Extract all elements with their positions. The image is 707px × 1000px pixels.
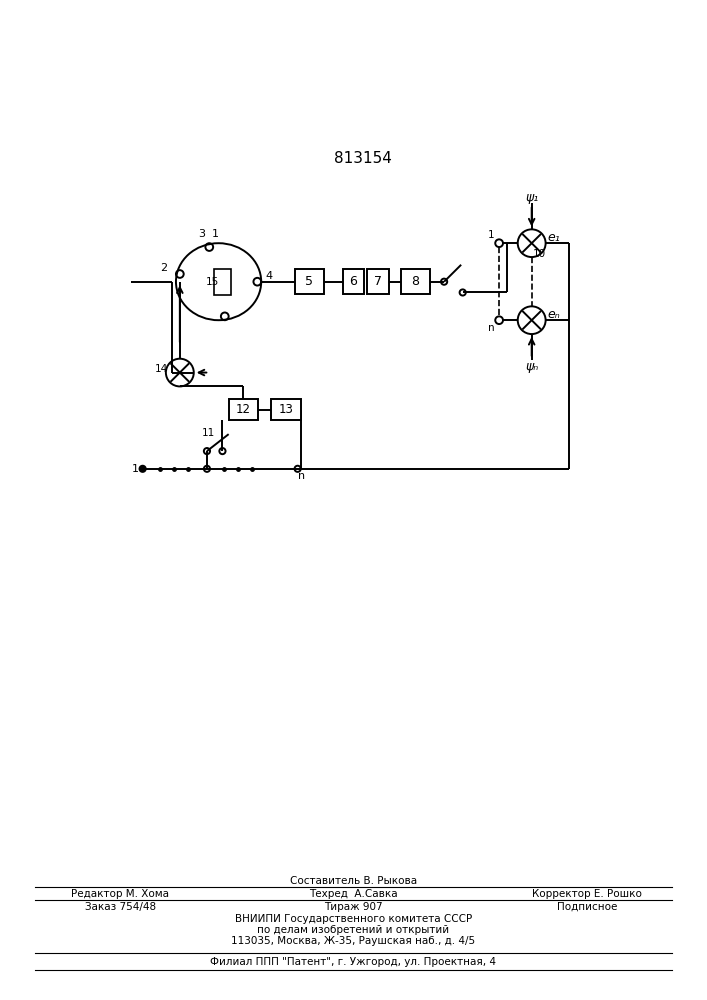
Bar <box>228 399 258 420</box>
Text: ψ₁: ψ₁ <box>526 190 539 204</box>
Text: n: n <box>488 323 495 333</box>
Text: 8: 8 <box>411 275 419 288</box>
Text: Техред  А.Савка: Техред А.Савка <box>309 889 398 899</box>
Text: 13: 13 <box>279 403 293 416</box>
Text: n: n <box>298 471 305 481</box>
Text: ψₙ: ψₙ <box>526 360 539 373</box>
Circle shape <box>139 466 146 472</box>
Text: 2: 2 <box>160 263 167 273</box>
Text: ВНИИПИ Государственного комитета СССР: ВНИИПИ Государственного комитета СССР <box>235 914 472 924</box>
Text: 5: 5 <box>305 275 313 288</box>
Text: 11: 11 <box>202 428 215 438</box>
Text: 813154: 813154 <box>334 151 392 166</box>
Ellipse shape <box>176 243 261 320</box>
Text: по делам изобретений и открытий: по делам изобретений и открытий <box>257 925 450 935</box>
Text: 1: 1 <box>212 229 219 239</box>
Bar <box>214 269 231 295</box>
Bar <box>295 269 324 294</box>
Text: 3: 3 <box>198 229 205 239</box>
Text: Филиал ППП "Патент", г. Ужгород, ул. Проектная, 4: Филиал ППП "Патент", г. Ужгород, ул. Про… <box>211 957 496 967</box>
Text: Тираж 907: Тираж 907 <box>325 902 382 912</box>
Text: eₙ: eₙ <box>547 308 560 321</box>
Text: 14: 14 <box>155 364 168 374</box>
Bar <box>368 269 389 294</box>
Bar <box>271 399 300 420</box>
Text: Составитель В. Рыкова: Составитель В. Рыкова <box>290 876 417 886</box>
Text: 6: 6 <box>349 275 357 288</box>
Text: 113035, Москва, Ж-35, Раушская наб., д. 4/5: 113035, Москва, Ж-35, Раушская наб., д. … <box>231 936 476 946</box>
Text: 4: 4 <box>265 271 272 281</box>
Text: 7: 7 <box>374 275 382 288</box>
Text: Заказ 754/48: Заказ 754/48 <box>85 902 156 912</box>
Text: 1: 1 <box>132 464 139 474</box>
Text: 15: 15 <box>206 277 219 287</box>
Text: 1: 1 <box>488 231 495 240</box>
Text: Редактор М. Хома: Редактор М. Хома <box>71 889 169 899</box>
Text: Корректор Е. Рошко: Корректор Е. Рошко <box>532 889 642 899</box>
Bar <box>343 269 364 294</box>
Text: e₁: e₁ <box>547 231 560 244</box>
Text: Подписное: Подписное <box>556 902 617 912</box>
Bar <box>401 269 430 294</box>
Text: 10: 10 <box>533 249 546 259</box>
Text: 12: 12 <box>236 403 251 416</box>
